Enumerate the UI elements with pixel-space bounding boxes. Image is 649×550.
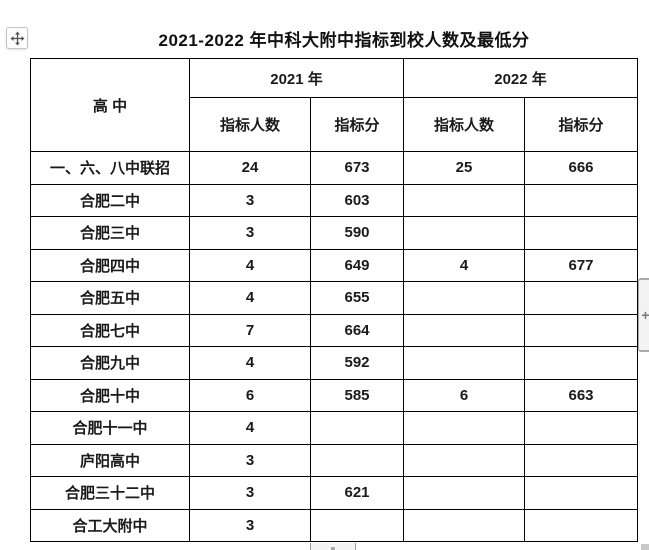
cell-school: 合肥五中 (30, 281, 190, 315)
cell-quota-2021: 3 (189, 508, 311, 542)
cell-score-2022 (524, 313, 639, 347)
header-year-2021: 2021 年 (188, 58, 405, 98)
cell-score-2021 (309, 508, 405, 542)
cell-quota-2021: 3 (189, 216, 311, 250)
cell-quota-2022 (403, 476, 526, 510)
table-move-handle[interactable] (6, 27, 28, 49)
cell-school: 合肥三十二中 (30, 476, 190, 510)
cell-score-2022 (524, 346, 639, 380)
table-row: 合肥九中 4 592 (30, 346, 639, 380)
cell-score-2021: 673 (309, 151, 405, 185)
cell-quota-2022 (403, 346, 526, 380)
cell-score-2021 (309, 411, 405, 445)
cell-school: 合肥十中 (30, 378, 190, 412)
cell-quota-2021: 4 (189, 346, 311, 380)
cell-school: 一、六、八中联招 (30, 151, 190, 185)
cell-school: 合肥十一中 (30, 411, 190, 445)
cell-score-2021: 621 (309, 476, 405, 510)
cell-quota-2022 (403, 216, 526, 250)
cell-score-2021: 655 (309, 281, 405, 315)
cell-score-2022 (524, 411, 639, 445)
cell-score-2021: 585 (309, 378, 405, 412)
cell-score-2021: 649 (309, 248, 405, 282)
header-year-2022: 2022 年 (403, 58, 639, 98)
cell-quota-2022: 4 (403, 248, 526, 282)
move-icon (9, 30, 25, 46)
cell-quota-2021: 3 (189, 443, 311, 477)
plus-icon: + (641, 307, 649, 323)
cell-school: 合肥七中 (30, 313, 190, 347)
cell-score-2022 (524, 476, 639, 510)
cell-school: 合工大附中 (30, 508, 190, 542)
cell-quota-2021: 6 (189, 378, 311, 412)
cell-score-2022 (524, 216, 639, 250)
table-row: 指标人数 指标分 指标人数 指标分 (31, 97, 639, 152)
table-row: 合肥五中 4 655 (30, 281, 639, 315)
cell-quota-2021: 4 (189, 281, 311, 315)
scroll-nub-icon (331, 547, 335, 550)
cell-score-2022 (524, 508, 639, 542)
cell-quota-2022 (403, 183, 526, 217)
cell-score-2022 (524, 281, 639, 315)
header-school: 高 中 (30, 58, 190, 152)
cell-quota-2022 (403, 508, 526, 542)
table-row: 合肥七中 7 664 (30, 313, 639, 347)
table-row: 一、六、八中联招 24 673 25 666 (30, 151, 639, 185)
header-score-2022: 指标分 (524, 97, 639, 152)
document-title: 2021-2022 年中科大附中指标到校人数及最低分 (158, 31, 530, 50)
cell-quota-2022 (403, 281, 526, 315)
cell-school: 合肥三中 (30, 216, 190, 250)
table-row: 合肥三中 3 590 (30, 216, 639, 250)
cell-quota-2022 (403, 313, 526, 347)
cell-quota-2022 (403, 443, 526, 477)
scrollbar-corner-fragment[interactable] (641, 544, 649, 550)
cell-school: 合肥四中 (30, 248, 190, 282)
horizontal-scrollbar-fragment[interactable] (310, 543, 356, 550)
cell-quota-2022 (403, 411, 526, 445)
cell-score-2021: 592 (309, 346, 405, 380)
cell-score-2021: 590 (309, 216, 405, 250)
header-quota-2021: 指标人数 (189, 97, 311, 152)
table-row: 高 中 2021 年 2022 年 (30, 58, 639, 152)
cell-quota-2022: 6 (403, 378, 526, 412)
cell-quota-2021: 4 (189, 248, 311, 282)
cell-score-2021: 664 (309, 313, 405, 347)
table-row: 合肥四中 4 649 4 677 (30, 248, 639, 282)
scrollbar-plus-button[interactable]: + (638, 278, 649, 352)
cell-school: 庐阳高中 (30, 443, 190, 477)
cell-score-2021 (309, 443, 405, 477)
cell-quota-2021: 4 (189, 411, 311, 445)
cell-score-2022 (524, 183, 639, 217)
cell-score-2022: 663 (524, 378, 639, 412)
table-row: 庐阳高中 3 (30, 443, 639, 477)
cell-quota-2021: 7 (189, 313, 311, 347)
table-row: 合肥十一中 4 (30, 411, 639, 445)
cell-quota-2021: 24 (189, 151, 311, 185)
cell-score-2022 (524, 443, 639, 477)
cell-score-2022: 677 (524, 248, 639, 282)
header-quota-2022: 指标人数 (403, 97, 526, 152)
table-row: 合工大附中 3 (30, 508, 639, 542)
cell-school: 合肥九中 (30, 346, 190, 380)
cell-score-2021: 603 (309, 183, 405, 217)
table-row: 合肥十中 6 585 6 663 (30, 378, 639, 412)
table-row: 合肥二中 3 603 (30, 183, 639, 217)
cell-quota-2021: 3 (189, 476, 311, 510)
table-row: 合肥三十二中 3 621 (30, 476, 639, 510)
cell-school: 合肥二中 (30, 183, 190, 217)
cell-quota-2022: 25 (403, 151, 526, 185)
cell-quota-2021: 3 (189, 183, 311, 217)
quota-score-table: 高 中 2021 年 2022 年 指标人数 指标分 指标人数 指标分 一、六、… (30, 58, 639, 542)
header-score-2021: 指标分 (309, 97, 405, 152)
cell-score-2022: 666 (524, 151, 639, 185)
